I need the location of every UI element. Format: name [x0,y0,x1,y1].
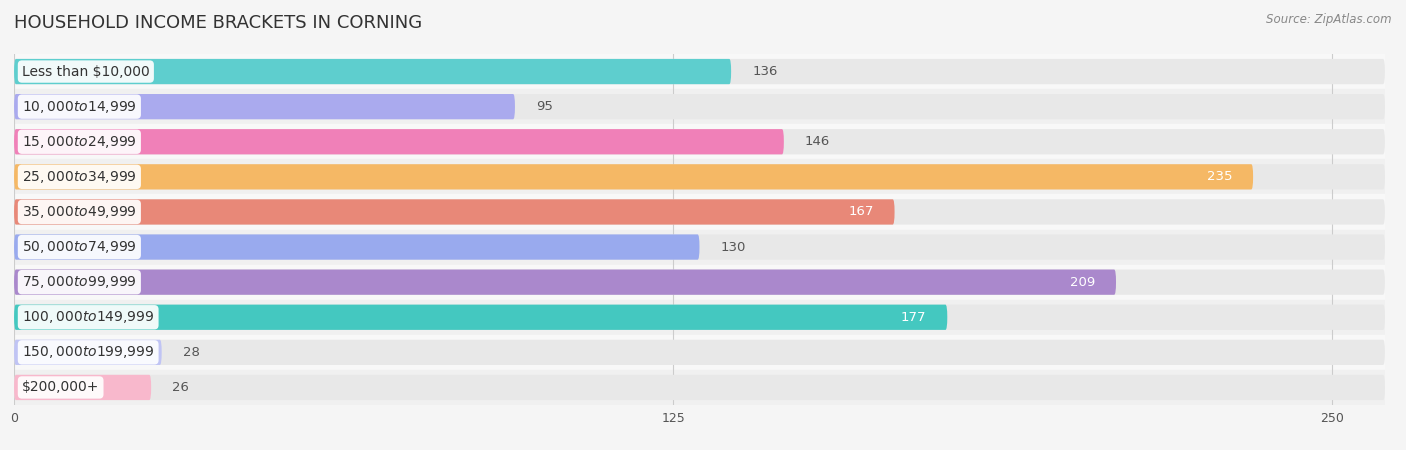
Text: 167: 167 [848,206,873,218]
FancyBboxPatch shape [14,94,515,119]
Text: Source: ZipAtlas.com: Source: ZipAtlas.com [1267,14,1392,27]
Text: 26: 26 [173,381,190,394]
Text: HOUSEHOLD INCOME BRACKETS IN CORNING: HOUSEHOLD INCOME BRACKETS IN CORNING [14,14,422,32]
Bar [14,370,1385,405]
Text: $50,000 to $74,999: $50,000 to $74,999 [22,239,136,255]
Text: 136: 136 [752,65,778,78]
FancyBboxPatch shape [14,59,1385,84]
Bar [14,159,1385,194]
FancyBboxPatch shape [14,129,1385,154]
Text: $200,000+: $200,000+ [22,380,100,395]
Text: 146: 146 [806,135,830,148]
FancyBboxPatch shape [14,375,152,400]
Bar [14,54,1385,89]
Text: 28: 28 [183,346,200,359]
Text: $100,000 to $149,999: $100,000 to $149,999 [22,309,155,325]
FancyBboxPatch shape [14,305,1385,330]
Text: 177: 177 [901,311,927,324]
Bar [14,335,1385,370]
FancyBboxPatch shape [14,270,1385,295]
Text: 95: 95 [536,100,553,113]
FancyBboxPatch shape [14,199,1385,225]
FancyBboxPatch shape [14,59,731,84]
FancyBboxPatch shape [14,270,1116,295]
FancyBboxPatch shape [14,199,894,225]
FancyBboxPatch shape [14,164,1385,189]
Text: 235: 235 [1206,171,1232,183]
FancyBboxPatch shape [14,375,1385,400]
FancyBboxPatch shape [14,234,1385,260]
Text: $25,000 to $34,999: $25,000 to $34,999 [22,169,136,185]
FancyBboxPatch shape [14,164,1253,189]
FancyBboxPatch shape [14,340,1385,365]
FancyBboxPatch shape [14,129,785,154]
Bar [14,230,1385,265]
Text: $10,000 to $14,999: $10,000 to $14,999 [22,99,136,115]
Text: $75,000 to $99,999: $75,000 to $99,999 [22,274,136,290]
Bar [14,265,1385,300]
Text: 209: 209 [1070,276,1095,288]
Text: $150,000 to $199,999: $150,000 to $199,999 [22,344,155,360]
FancyBboxPatch shape [14,234,700,260]
Bar [14,124,1385,159]
Text: Less than $10,000: Less than $10,000 [22,64,149,79]
Text: $15,000 to $24,999: $15,000 to $24,999 [22,134,136,150]
FancyBboxPatch shape [14,340,162,365]
Bar [14,194,1385,230]
Bar [14,300,1385,335]
Text: 130: 130 [721,241,747,253]
Text: $35,000 to $49,999: $35,000 to $49,999 [22,204,136,220]
Bar [14,89,1385,124]
FancyBboxPatch shape [14,305,948,330]
FancyBboxPatch shape [14,94,1385,119]
